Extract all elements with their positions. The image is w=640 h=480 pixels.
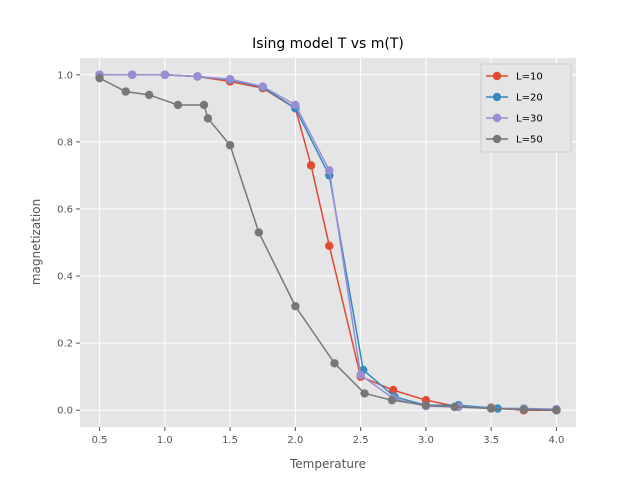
data-point [258, 82, 267, 91]
y-axis-label: magnetization [29, 199, 43, 285]
grid-lines [80, 58, 576, 427]
x-tick-label: 3.0 [418, 435, 434, 446]
chart-title: Ising model T vs m(T) [252, 36, 404, 52]
x-axis-label: Temperature [289, 457, 366, 471]
data-point [389, 385, 398, 395]
legend-entry: L=10 [486, 72, 543, 83]
data-point [254, 228, 264, 237]
legend-label: L=30 [516, 114, 543, 125]
data-point [291, 100, 300, 110]
legend: L=10 L=20 L=30 L=50 [480, 63, 572, 153]
series-layer [95, 70, 561, 415]
data-point [95, 73, 104, 83]
y-axis-ticks: 0.0 0.2 0.4 0.6 0.8 1.0 [57, 70, 80, 417]
data-point [121, 87, 130, 96]
data-point [356, 370, 365, 380]
data-point [128, 70, 137, 79]
data-point [360, 389, 369, 398]
legend-marker [492, 134, 502, 144]
legend-label: L=50 [516, 135, 543, 146]
data-point [450, 402, 459, 412]
data-point [325, 166, 334, 175]
x-tick-label: 1.5 [222, 435, 238, 446]
y-tick-label: 0.2 [57, 339, 73, 350]
data-point [306, 161, 316, 170]
y-tick-label: 0.8 [57, 137, 73, 148]
legend-label: L=20 [516, 93, 543, 104]
series-4 [95, 73, 561, 415]
legend-entry: L=50 [486, 135, 543, 146]
data-point [387, 395, 397, 405]
data-point [144, 90, 154, 100]
data-point [291, 302, 300, 311]
data-point [225, 141, 235, 150]
data-point [330, 359, 339, 368]
data-point [325, 241, 334, 251]
data-point [486, 404, 496, 413]
x-tick-label: 1.0 [157, 435, 173, 446]
legend-marker [492, 71, 502, 81]
data-point [203, 114, 213, 123]
data-point [421, 400, 431, 410]
legend-box [480, 63, 572, 153]
x-tick-label: 4.0 [548, 435, 564, 446]
x-axis-ticks: 0.5 1.0 1.5 2.0 2.5 3.0 3.5 4.0 [92, 427, 564, 446]
data-point [173, 100, 183, 110]
x-tick-label: 3.5 [483, 435, 499, 446]
data-point [552, 406, 561, 415]
data-point [199, 100, 209, 110]
legend-entry: L=20 [486, 93, 543, 104]
y-tick-label: 1.0 [57, 70, 73, 81]
legend-entries: L=10 L=20 L=30 L=50 [486, 72, 543, 146]
data-point [193, 72, 202, 81]
legend-marker [492, 113, 502, 123]
legend-label: L=10 [516, 72, 543, 83]
y-tick-label: 0.6 [57, 204, 73, 215]
x-tick-label: 0.5 [92, 435, 108, 446]
y-tick-label: 0.0 [57, 406, 73, 417]
data-point [225, 74, 235, 84]
data-point [160, 70, 170, 79]
legend-entry: L=30 [486, 114, 543, 125]
data-point [519, 405, 528, 414]
x-tick-label: 2.5 [353, 435, 369, 446]
y-tick-label: 0.4 [57, 272, 73, 283]
x-tick-label: 2.0 [287, 435, 303, 446]
legend-marker [492, 92, 502, 102]
